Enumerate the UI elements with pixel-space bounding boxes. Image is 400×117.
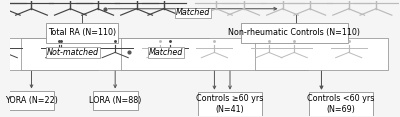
FancyBboxPatch shape [121,38,308,70]
Text: Not-matched: Not-matched [47,48,99,57]
Text: Matched: Matched [176,8,210,17]
FancyBboxPatch shape [21,38,209,70]
Text: LORA (N=88): LORA (N=88) [89,96,141,105]
FancyBboxPatch shape [198,92,262,116]
FancyBboxPatch shape [309,92,373,116]
FancyBboxPatch shape [9,91,54,110]
Text: Controls ≥60 yrs
(N=41): Controls ≥60 yrs (N=41) [196,94,264,114]
FancyBboxPatch shape [46,23,118,43]
FancyBboxPatch shape [93,91,138,110]
Text: Non-rheumatic Controls (N=110): Non-rheumatic Controls (N=110) [228,28,360,37]
FancyBboxPatch shape [255,38,388,70]
Text: Controls <60 yrs
(N=69): Controls <60 yrs (N=69) [307,94,375,114]
FancyBboxPatch shape [0,38,98,70]
FancyBboxPatch shape [241,23,348,43]
Text: Total RA (N=110): Total RA (N=110) [48,28,116,37]
Text: YORA (N=22): YORA (N=22) [5,96,58,105]
Text: Matched: Matched [148,48,183,57]
